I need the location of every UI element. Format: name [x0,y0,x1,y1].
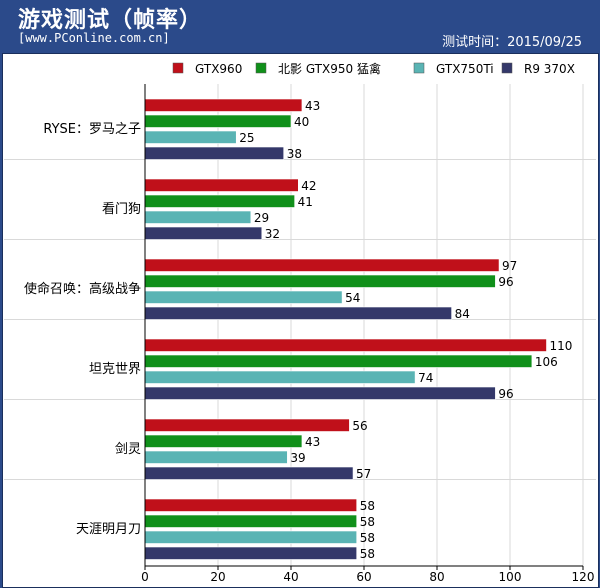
legend-swatch [255,62,267,74]
header: 游戏测试（帧率） [www.PConline.com.cn] 测试时间：2015… [0,0,600,52]
category-label: 天涯明月刀 [76,522,141,537]
legend-label: 北影 GTX950 猛禽 [278,61,381,76]
data-label: 96 [498,387,513,401]
data-label: 38 [287,147,302,161]
data-label: 58 [360,515,375,529]
bar [144,386,496,400]
category-label: 看门狗 [102,201,141,217]
data-label: 39 [290,451,305,465]
bar [144,306,452,320]
data-label: 41 [298,195,313,209]
data-label: 56 [352,419,367,433]
bar [144,418,350,432]
category-label: 剑灵 [115,441,141,457]
bar [144,530,357,544]
category-label: 使命召唤：高级战争 [24,281,141,297]
category-label: 坦克世界 [89,362,141,377]
data-label: 43 [305,435,320,449]
bar [144,338,547,352]
x-tick-label: 20 [210,570,225,584]
bar [144,434,303,448]
bar [144,114,292,128]
source-label: [www.PConline.com.cn] [18,31,170,45]
data-label: 58 [360,499,375,513]
data-label: 54 [345,291,360,305]
data-label: 32 [265,227,280,241]
data-label: 25 [239,131,254,145]
data-label: 40 [294,115,309,129]
bar [144,290,343,304]
page-title: 游戏测试（帧率） [18,8,203,33]
bar [144,178,299,192]
bar [144,354,533,368]
x-tick-label: 0 [141,570,149,584]
test-date: 测试时间：2015/09/25 [442,35,582,50]
legend-label: GTX750Ti [436,62,494,76]
data-label: 58 [360,547,375,561]
bar [144,466,354,480]
legend-swatch [172,62,184,74]
data-label: 84 [455,307,470,321]
data-label: 74 [418,371,433,385]
category-label: RYSE：罗马之子 [43,122,141,137]
bar [144,226,263,240]
legend-label: R9 370X [524,62,575,76]
legend-label: GTX960 [195,62,242,76]
data-label: 58 [360,531,375,545]
data-label: 110 [550,339,573,353]
bar [144,498,357,512]
data-label: 29 [254,211,269,225]
x-tick-label: 100 [499,570,522,584]
x-tick-label: 120 [572,570,595,584]
data-label: 97 [502,259,517,273]
data-label: 42 [301,179,316,193]
data-label: 43 [305,99,320,113]
bar [144,146,284,160]
bar [144,194,295,208]
bar [144,258,500,272]
x-tick-label: 60 [356,570,371,584]
x-tick-label: 40 [283,570,298,584]
bar [144,546,357,560]
bar [144,274,496,288]
bar [144,514,357,528]
data-label: 57 [356,467,371,481]
data-label: 106 [535,355,558,369]
legend-swatch [501,62,513,74]
bar [144,130,237,144]
bar [144,370,416,384]
bar [144,450,288,464]
bar [144,98,303,112]
legend-swatch [413,62,425,74]
data-label: 96 [498,275,513,289]
bar [144,210,252,224]
x-tick-label: 80 [429,570,444,584]
